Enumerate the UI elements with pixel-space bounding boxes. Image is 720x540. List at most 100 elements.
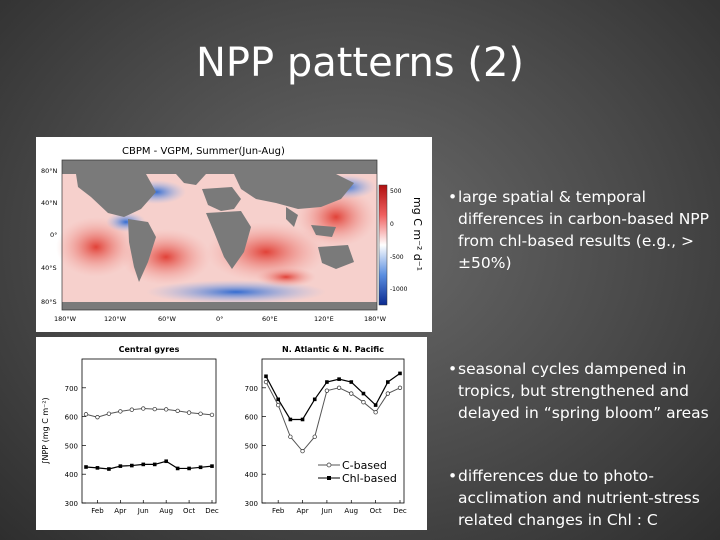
lat-label: 80°N: [41, 167, 58, 175]
data-point: [129, 407, 134, 412]
plot-frame: [261, 358, 405, 504]
data-point: [324, 388, 330, 393]
series-line: [85, 460, 213, 470]
data-point: [95, 466, 100, 470]
x-tick-label: Jun: [320, 507, 332, 515]
lon-label: 60°E: [262, 315, 278, 323]
y-tick-label: 500: [245, 442, 258, 450]
data-point: [397, 385, 403, 390]
x-tick-label: Apr: [114, 507, 126, 515]
data-point: [312, 397, 317, 402]
legend-label: Chl-based: [342, 472, 397, 485]
data-point: [385, 391, 390, 396]
chart-title: Central gyres: [119, 345, 180, 354]
data-point: [152, 462, 157, 467]
data-point: [386, 380, 390, 384]
map-svg: CBPM - VGPM, Summer(Jun-Aug): [41, 146, 424, 323]
bullet-point: •differences due to photo-acclimation an…: [448, 467, 700, 529]
legend-marker: [326, 462, 332, 468]
data-point: [276, 402, 281, 408]
colorbar: [378, 184, 388, 306]
lat-label: 0°: [50, 231, 57, 239]
bullet-point: •large spatial & temporal differences in…: [448, 188, 710, 272]
data-point: [198, 411, 203, 416]
data-point: [187, 466, 191, 471]
y-tick-label: 400: [65, 471, 78, 479]
data-point: [349, 380, 354, 384]
series-line: [85, 408, 213, 418]
data-point: [175, 466, 180, 471]
data-point: [141, 406, 146, 411]
data-point: [164, 459, 168, 464]
data-point: [373, 410, 378, 415]
bullet-text: seasonal cycles dampened in tropics, but…: [458, 360, 709, 422]
lon-label: 120°E: [314, 315, 334, 323]
bullet-text: large spatial & temporal differences in …: [458, 188, 710, 272]
plot-frame: [81, 358, 217, 504]
legend-marker: [327, 476, 331, 480]
x-tick-label: Aug: [344, 507, 358, 515]
colorbar-tick: 0: [390, 221, 394, 228]
lat-label: 40°S: [41, 264, 57, 272]
slide-title: NPP patterns (2): [195, 40, 525, 86]
data-point: [288, 434, 293, 439]
data-point: [107, 467, 111, 471]
data-point: [118, 409, 123, 414]
data-point: [83, 412, 89, 417]
data-point: [288, 417, 293, 422]
map-title: CBPM - VGPM, Summer(Jun-Aug): [122, 146, 285, 157]
data-point: [349, 391, 354, 396]
data-point: [118, 464, 123, 468]
data-point: [325, 380, 329, 384]
x-tick-label: Feb: [91, 507, 104, 515]
charts-svg: Central gyres 300 400 500 600 700 Feb Apr Jun Aug…: [41, 345, 407, 515]
data-point: [276, 397, 280, 402]
bullet-text: differences due to photo-acclimation and…: [458, 467, 700, 529]
y-tick-label: 300: [245, 500, 258, 508]
x-tick-label: Jun: [137, 507, 149, 515]
data-point: [337, 377, 341, 381]
lat-label: 80°S: [41, 298, 57, 306]
data-point: [336, 385, 342, 390]
data-point: [130, 463, 134, 468]
data-point: [300, 417, 305, 422]
series-line: [265, 372, 401, 421]
x-tick-label: Apr: [296, 507, 308, 515]
y-tick-label: 600: [245, 414, 258, 422]
y-tick-label: 700: [65, 385, 78, 393]
y-tick-label: 600: [65, 414, 78, 422]
npp-difference-map: CBPM - VGPM, Summer(Jun-Aug): [36, 137, 432, 332]
y-tick-label: 300: [65, 500, 78, 508]
x-tick-label: Aug: [159, 507, 173, 515]
lon-label: 180°W: [364, 315, 387, 323]
data-point: [300, 449, 305, 454]
data-point: [106, 411, 112, 416]
data-point: [141, 462, 146, 467]
colorbar-tick: -1000: [390, 286, 408, 293]
data-point: [361, 400, 366, 405]
colorbar-tick: -500: [390, 254, 404, 261]
chart-title: N. Atlantic & N. Pacific: [282, 345, 384, 354]
lon-label: 180°W: [54, 315, 77, 323]
x-tick-label: Oct: [183, 507, 195, 515]
data-point: [312, 434, 317, 439]
data-point: [175, 408, 180, 413]
data-point: [263, 379, 269, 385]
legend-label: C-based: [342, 459, 387, 472]
data-point: [398, 371, 402, 376]
x-tick-label: Oct: [370, 507, 382, 515]
data-point: [95, 415, 100, 420]
colorbar-unit: mg C m⁻² d⁻¹: [411, 197, 424, 271]
data-point: [210, 464, 214, 468]
series-line: [265, 381, 401, 452]
seasonal-npp-charts: Central gyres 300 400 500 600 700 Feb Apr Jun Aug…: [36, 337, 427, 530]
y-tick-label: 700: [245, 385, 258, 393]
data-point: [84, 465, 88, 469]
lat-label: 40°N: [41, 199, 58, 207]
lon-label: 120°W: [104, 315, 127, 323]
data-point: [209, 412, 215, 418]
data-point: [198, 465, 203, 470]
x-tick-label: Dec: [393, 507, 407, 515]
bullet-point: •seasonal cycles dampened in tropics, bu…: [448, 360, 709, 422]
lon-label: 60°W: [158, 315, 177, 323]
